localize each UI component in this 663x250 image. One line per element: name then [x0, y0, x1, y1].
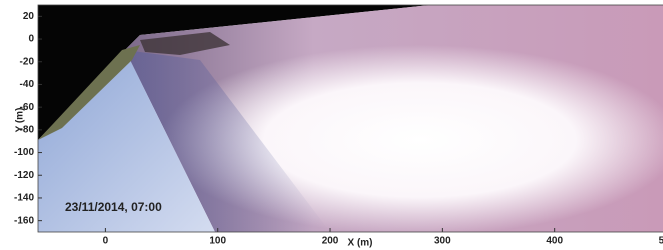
figure: Y (m) X (m) 23/11/2014, 07:00 200-20-40-… [0, 0, 663, 250]
x-tick-label: 100 [209, 236, 226, 247]
x-tick-label: 500 [659, 236, 663, 247]
y-tick-label: -160 [14, 215, 34, 226]
y-tick-label: -80 [20, 124, 35, 135]
y-tick-label: -20 [20, 56, 35, 67]
x-tick-label: 400 [546, 236, 563, 247]
y-tick-label: -60 [20, 102, 35, 113]
y-tick-label: -120 [14, 170, 34, 181]
y-tick-label: 20 [23, 11, 35, 22]
y-tick-label: -100 [14, 147, 34, 158]
x-tick-label: 200 [322, 236, 339, 247]
y-tick-label: -140 [14, 193, 34, 204]
x-tick-label: 300 [434, 236, 451, 247]
timestamp: 23/11/2014, 07:00 [65, 200, 162, 214]
y-tick-label: -40 [20, 79, 35, 90]
x-axis-label: X (m) [348, 238, 373, 249]
y-tick-label: 0 [28, 34, 34, 45]
x-tick-label: 0 [103, 236, 109, 247]
